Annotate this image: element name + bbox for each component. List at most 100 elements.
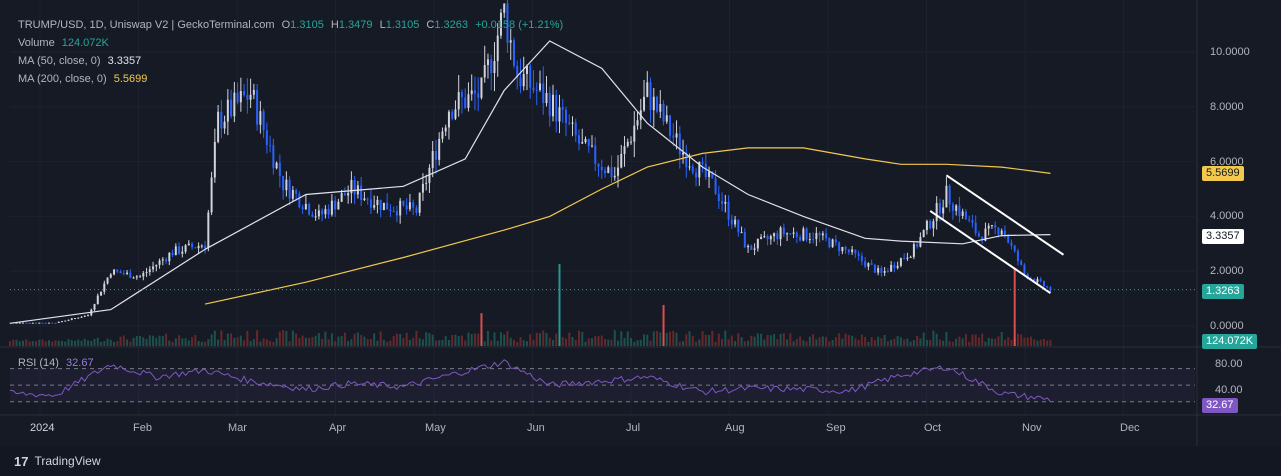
candle-body: [35, 322, 38, 324]
volume-bar: [990, 338, 993, 346]
volume-bar: [867, 341, 870, 346]
brand-label[interactable]: TradingView: [34, 454, 101, 468]
candle-body: [54, 322, 57, 324]
time-tick: Feb: [133, 422, 152, 434]
close-value: 1.3263: [434, 19, 469, 31]
volume-bar: [499, 332, 502, 346]
volume-bar: [126, 339, 129, 346]
volume-bar: [896, 335, 899, 346]
volume-bar: [454, 334, 457, 346]
candle-body: [551, 94, 554, 117]
candle-body: [486, 59, 489, 66]
legend-rsi[interactable]: RSI (14) 32.67: [18, 356, 98, 370]
candle-body: [259, 111, 262, 125]
candle-body: [750, 245, 753, 250]
volume-bar: [425, 332, 428, 346]
candle-body: [818, 232, 821, 236]
candle-body: [298, 193, 301, 208]
candle-body: [545, 92, 548, 104]
rsi-tick: 40.00: [1215, 384, 1243, 396]
legend-ma50[interactable]: MA (50, close, 0) 3.3357: [18, 54, 145, 68]
volume-bar: [74, 340, 77, 346]
legend-ma200[interactable]: MA (200, close, 0) 5.5699: [18, 72, 151, 86]
volume-bar: [113, 341, 116, 346]
volume-bar: [838, 333, 841, 346]
candle-body: [851, 249, 854, 253]
volume-bar: [538, 333, 541, 346]
candle-body: [834, 239, 837, 243]
candle-body: [369, 199, 372, 208]
candle-body: [597, 163, 600, 167]
volume-bar: [1003, 339, 1006, 346]
symbol-label[interactable]: TRUMP/USD, 1D, Uniswap V2 | GeckoTermina…: [18, 19, 275, 31]
candle-body: [480, 77, 483, 98]
candle-body: [981, 236, 984, 241]
candle-body: [610, 167, 613, 178]
volume-bar: [977, 337, 980, 346]
volume-bar: [519, 337, 522, 346]
volume-bar: [87, 340, 90, 346]
candle-body: [204, 245, 207, 249]
candle-body: [643, 96, 646, 111]
candle-body: [669, 115, 672, 136]
volume-bar: [295, 333, 298, 346]
candle-body: [213, 141, 216, 178]
volume-bar: [386, 341, 389, 346]
price-tick: 8.0000: [1210, 101, 1244, 113]
candle-body: [379, 199, 382, 211]
candle-body: [799, 237, 802, 241]
candle-body: [275, 162, 278, 169]
candle-body: [516, 65, 519, 78]
candle-body: [987, 225, 990, 229]
candle-body: [200, 245, 203, 247]
candle-body: [262, 111, 265, 131]
volume-bar: [490, 340, 493, 346]
tradingview-logo-icon[interactable]: 17: [14, 453, 29, 469]
candle-body: [41, 322, 44, 324]
candle-body: [61, 321, 64, 323]
volume-bar: [64, 341, 67, 346]
candle-body: [652, 96, 655, 111]
candle-body: [155, 264, 158, 267]
volume-bar: [223, 340, 226, 346]
candle-body: [184, 245, 187, 252]
volume-bar: [129, 341, 132, 346]
volume-bar: [769, 335, 772, 346]
volume-bar: [529, 334, 532, 346]
candle-body: [31, 322, 34, 324]
volume-bar: [145, 339, 148, 346]
volume-bar: [669, 331, 672, 346]
candle-body: [691, 166, 694, 173]
candle-body: [604, 170, 607, 173]
candle-body: [727, 201, 730, 220]
candle-body: [831, 239, 834, 248]
volume-bar: [509, 337, 512, 346]
candle-body: [109, 274, 112, 278]
volume-bar: [955, 338, 958, 346]
volume-bar: [246, 330, 249, 346]
volume-bar: [288, 341, 291, 346]
candle-body: [304, 203, 307, 210]
footer-bar: 17 TradingView: [0, 446, 1281, 476]
volume-bar: [399, 334, 402, 346]
volume-bar: [324, 331, 327, 346]
candle-body: [168, 252, 171, 262]
chart-canvas[interactable]: [0, 0, 1281, 446]
candle-body: [96, 295, 99, 305]
volume-bar: [864, 336, 867, 346]
candle-body: [519, 77, 522, 87]
volume-bar: [25, 339, 28, 346]
volume-bar: [161, 336, 164, 346]
volume-bar: [12, 339, 15, 346]
volume-bar: [630, 338, 633, 346]
volume-bar: [799, 336, 802, 346]
volume-bar: [116, 341, 119, 346]
candle-body: [948, 185, 951, 205]
volume-bar: [51, 341, 54, 346]
candle-body: [142, 273, 145, 277]
candle-body: [106, 277, 109, 284]
candle-body: [779, 227, 782, 240]
legend-volume[interactable]: Volume 124.072K: [18, 36, 113, 50]
candle-body: [493, 61, 496, 74]
candle-body: [877, 268, 880, 273]
